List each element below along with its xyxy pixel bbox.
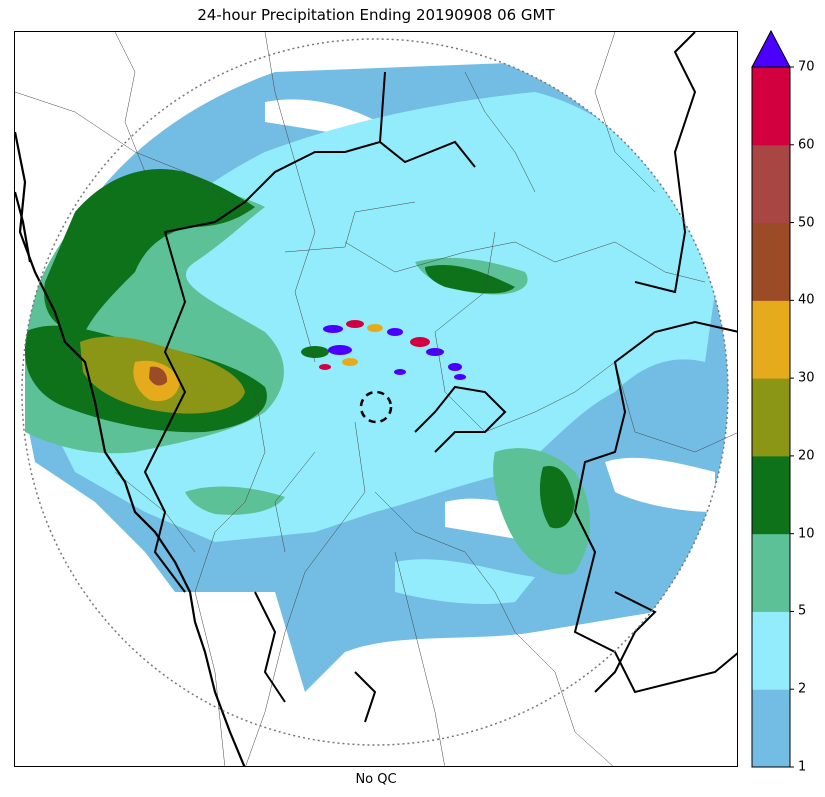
colorbar-bin <box>752 300 790 379</box>
range-ring <box>21 38 729 746</box>
coastline <box>15 131 246 766</box>
colorbar-bin <box>752 533 790 612</box>
colorbar-tick-label: 1 <box>798 759 807 775</box>
colorbar-tick-label: 2 <box>798 681 807 697</box>
colorbar-extend-arrow <box>751 29 791 68</box>
colorbar-tick-label: 40 <box>798 292 815 308</box>
state-boundaries <box>143 32 737 723</box>
colorbar-bin <box>752 67 790 146</box>
colorbar-tick-label: 60 <box>798 137 815 153</box>
district-boundaries <box>15 32 737 766</box>
precip-2-5 <box>395 559 535 604</box>
colorbar-tick-label: 5 <box>798 603 807 619</box>
colorbar-tick-label: 20 <box>798 448 815 464</box>
colorbar-tick-label: 10 <box>798 526 815 542</box>
radar-site-marker <box>359 390 393 424</box>
map-canvas <box>15 32 737 766</box>
chart-title: 24-hour Precipitation Ending 20190908 06… <box>197 6 555 24</box>
colorbar-bin <box>752 689 790 768</box>
precip-gap <box>605 457 715 512</box>
colorbar-tick-label: 70 <box>798 59 815 75</box>
convective-cells <box>301 320 466 380</box>
precip-40-50 <box>149 366 168 386</box>
colorbar-bin <box>752 455 790 535</box>
radar-map <box>14 31 738 767</box>
precip-10-20 <box>539 466 575 529</box>
colorbar-bin <box>752 611 790 690</box>
colorbar <box>751 29 794 768</box>
precip-5-10 <box>185 486 285 515</box>
precipitation-field <box>25 62 728 692</box>
colorbar-outline <box>751 66 791 768</box>
colorbar-bin <box>752 378 790 457</box>
colorbar-tick-label: 30 <box>798 370 815 386</box>
precip-10-20 <box>44 168 256 332</box>
colorbar-bin <box>752 222 790 301</box>
colorbar-tick-label: 50 <box>798 215 815 231</box>
colorbar-canvas <box>751 29 794 768</box>
precip-10-20 <box>425 264 515 294</box>
x-axis-label: No QC <box>355 772 397 787</box>
colorbar-bin <box>752 144 790 224</box>
